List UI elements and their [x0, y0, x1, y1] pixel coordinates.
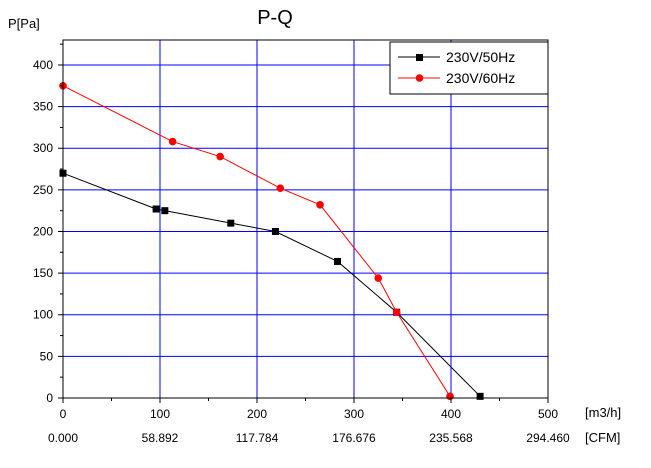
x2-tick-label: 176.676: [332, 431, 376, 445]
x2-tick-label: 294.460: [526, 431, 570, 445]
x2-tick-label: 117.784: [236, 431, 279, 445]
y-tick-label: 300: [33, 141, 53, 155]
data-point-50hz: [227, 219, 235, 227]
y-tick-label: 400: [33, 58, 53, 72]
x-tick-label: 300: [344, 407, 364, 421]
series-line-50hz: [62, 172, 481, 397]
data-point-60hz: [316, 201, 324, 209]
series-line-60hz: [62, 85, 451, 397]
ticks: 0 0.000 100 58.892 200 117.784 300 176.676 400 23…: [33, 43, 570, 445]
x2-tick-label: 58.892: [142, 431, 179, 445]
legend-label-60hz: 230V/60Hz: [446, 70, 515, 86]
x-tick-label: 200: [247, 407, 267, 421]
y-tick-label: 250: [33, 183, 53, 197]
legend: 230V/50Hz 230V/60Hz: [389, 41, 549, 95]
legend-marker-50hz: [416, 54, 423, 61]
legend-box: [389, 41, 549, 95]
data-point-60hz: [168, 137, 177, 146]
x2-axis-label: [CFM]: [585, 430, 620, 445]
data-point-60hz: [446, 392, 454, 401]
legend-label-50hz: 230V/50Hz: [446, 49, 515, 65]
x2-tick-label: 235.568: [429, 431, 473, 445]
data-point-50hz: [334, 257, 342, 265]
data-point-50hz: [161, 207, 169, 215]
y-tick-label: 100: [33, 308, 53, 322]
x-tick-label: 400: [441, 407, 461, 421]
x-tick-label: 0: [60, 407, 67, 421]
series-layer: [59, 81, 484, 401]
x-tick-label: 500: [538, 407, 558, 421]
chart-title: P-Q: [257, 7, 293, 29]
data-point-60hz: [374, 274, 383, 282]
y-tick-label: 50: [40, 349, 54, 363]
x-tick-label: 100: [150, 407, 170, 421]
data-point-50hz: [476, 392, 484, 400]
y-tick-label: 0: [46, 391, 53, 405]
y-tick-label: 350: [33, 100, 53, 114]
y-tick-label: 200: [33, 224, 53, 238]
data-point-50hz: [152, 205, 160, 213]
legend-marker-60hz: [415, 74, 424, 82]
x2-tick-label: 0.000: [48, 431, 78, 445]
data-point-60hz: [216, 152, 224, 161]
grid: [63, 40, 548, 398]
y-tick-label: 150: [33, 266, 53, 280]
y-axis-label: P[Pa]: [8, 16, 40, 31]
data-point-60hz: [392, 308, 401, 317]
x-axis-label: [m3/h]: [585, 405, 621, 420]
data-point-60hz: [276, 184, 285, 192]
data-point-50hz: [271, 227, 279, 235]
